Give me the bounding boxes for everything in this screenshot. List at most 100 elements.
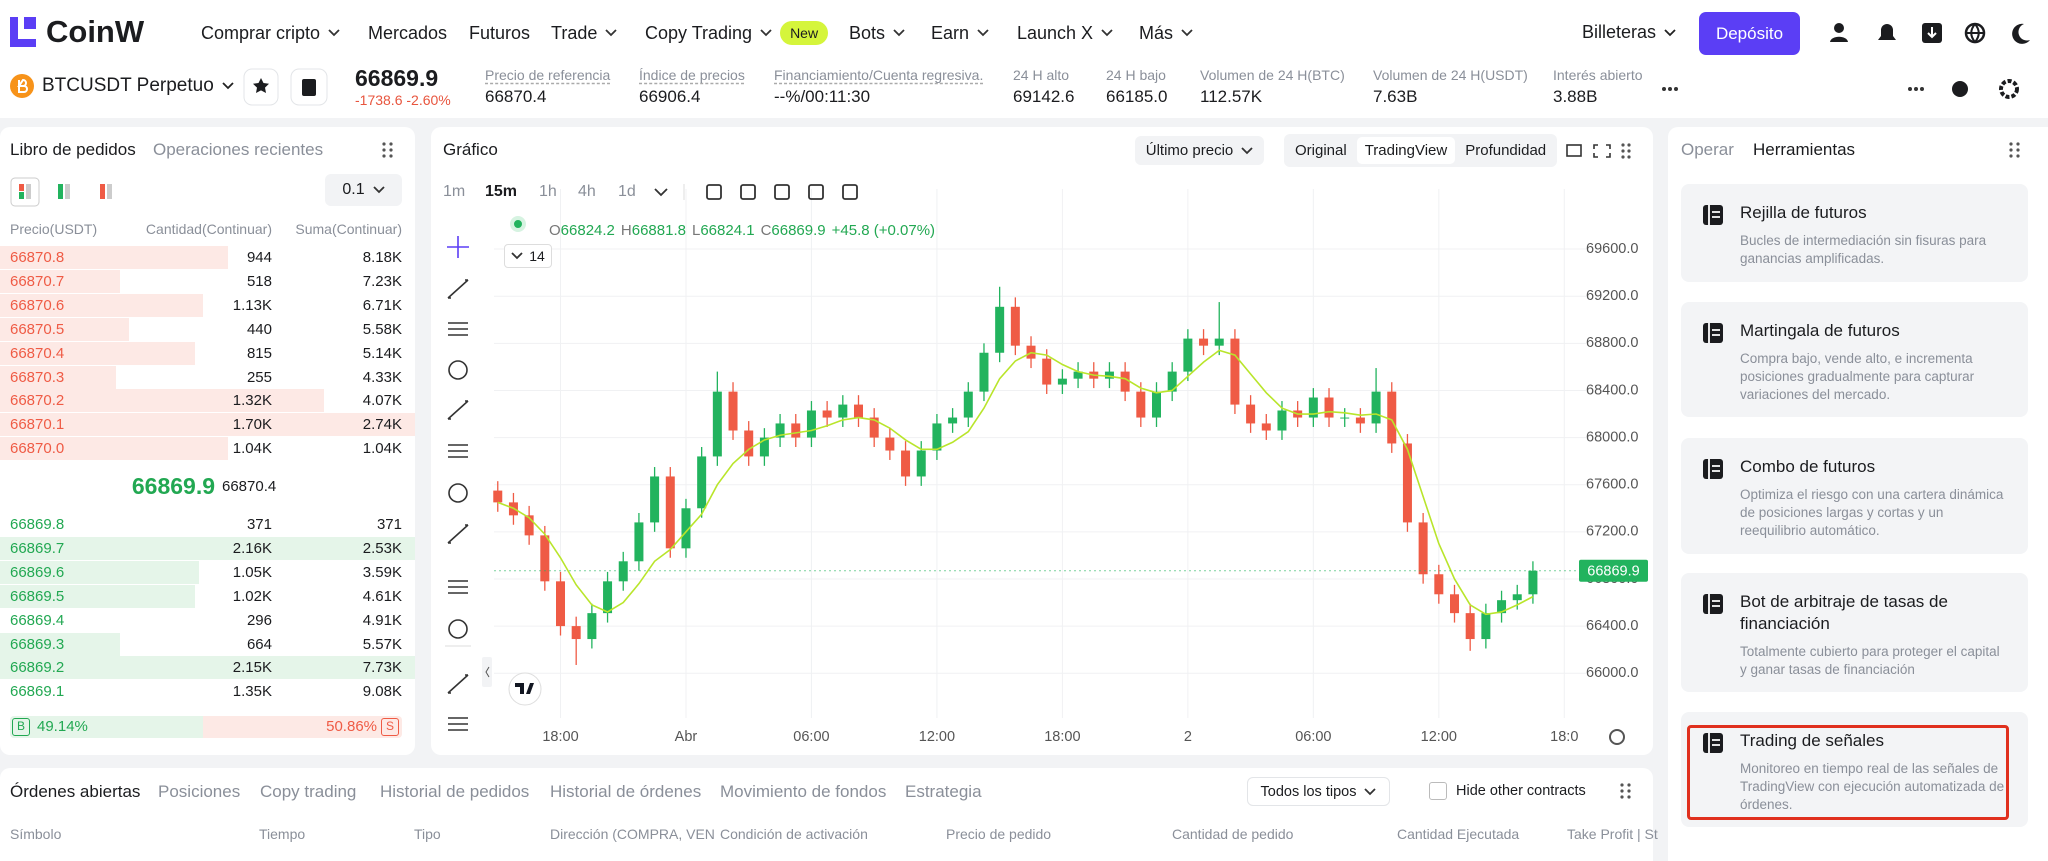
price-type-select[interactable]: Último precio — [1135, 136, 1264, 165]
candle-body — [1167, 371, 1177, 392]
nav-item[interactable]: Launch X — [1017, 20, 1113, 46]
more-dot[interactable] — [1668, 87, 1672, 91]
menu-dot[interactable] — [1908, 87, 1912, 91]
view-option[interactable]: Original — [1295, 142, 1347, 159]
wallet-menu[interactable]: Billeteras — [1582, 22, 1676, 43]
nav-item[interactable]: Más — [1139, 20, 1193, 46]
candle-body — [1308, 397, 1318, 418]
ob-price[interactable]: 66870.7 — [10, 272, 65, 290]
interval[interactable]: 1m — [443, 183, 466, 200]
view-option[interactable]: TradingView — [1356, 137, 1456, 164]
symbol-selector[interactable]: BTCUSDT Perpetuo — [42, 75, 234, 97]
menu-dot[interactable] — [1920, 87, 1924, 91]
tool-card[interactable]: Combo de futuros Optimiza el riesgo con u… — [1681, 438, 2028, 554]
chart-tools[interactable] — [648, 182, 868, 202]
ob-price[interactable]: 66869.8 — [10, 516, 65, 533]
interval[interactable]: 1d — [618, 183, 636, 200]
nav-item[interactable]: Comprar cripto — [201, 20, 340, 46]
ob-price[interactable]: 66870.3 — [10, 368, 65, 386]
ob-price[interactable]: 66870.2 — [10, 392, 65, 410]
ob-price[interactable]: 66869.3 — [10, 635, 65, 653]
hide-checkbox[interactable] — [1429, 782, 1447, 800]
orders-tab[interactable]: Historial de pedidos — [380, 782, 530, 801]
tool-icon[interactable] — [448, 580, 468, 594]
tool-icon[interactable] — [447, 236, 469, 258]
nav-icons — [1830, 22, 2030, 44]
tool-card[interactable]: Rejilla de futuros Bucles de intermediaci… — [1681, 184, 2028, 282]
candle-body — [712, 391, 722, 457]
drag-handle[interactable] — [1620, 783, 1632, 799]
chart-layout-controls[interactable] — [1562, 141, 1642, 161]
order-book-tab[interactable]: Operaciones recientes — [153, 140, 324, 159]
ob-price[interactable]: 66870.8 — [10, 249, 65, 266]
orders-tab[interactable]: Movimiento de fondos — [720, 782, 887, 801]
tool-icon[interactable] — [448, 444, 468, 458]
type-filter[interactable]: Todos los tipos — [1247, 777, 1390, 806]
more-dot[interactable] — [1662, 87, 1666, 91]
tool-card[interactable]: Martingala de futuros Compra bajo, vende … — [1681, 302, 2028, 417]
order-book-tab[interactable]: Libro de pedidos — [10, 140, 136, 159]
tool-icon[interactable] — [448, 619, 468, 639]
ob-price[interactable]: 66869.5 — [10, 587, 65, 605]
nav-item[interactable]: Futuros — [469, 20, 530, 46]
theme-icon[interactable] — [2012, 23, 2030, 44]
favorite-button[interactable] — [243, 68, 279, 106]
candle-body — [634, 522, 644, 562]
ob-price[interactable]: 66870.0 — [10, 440, 65, 458]
notes-button[interactable] — [290, 68, 328, 106]
ob-price[interactable]: 66870.5 — [10, 320, 65, 338]
ma-toggle[interactable]: 14 — [504, 244, 552, 268]
tool-card-icon — [1703, 323, 1723, 343]
ob-price[interactable]: 66870.6 — [10, 296, 65, 314]
tool-icon[interactable] — [448, 322, 468, 336]
interval[interactable]: 15m — [485, 183, 518, 200]
deposit-button[interactable]: Depósito — [1699, 12, 1800, 55]
ob-price[interactable]: 66869.1 — [10, 683, 65, 701]
more-dot[interactable] — [1674, 87, 1678, 91]
interval[interactable]: 1h — [539, 183, 557, 200]
ob-price[interactable]: 66870.4 — [10, 344, 65, 362]
column-header: Cantidad de pedido — [1172, 826, 1294, 842]
orders-tab[interactable]: Posiciones — [158, 782, 241, 801]
tool-icon[interactable] — [447, 524, 469, 544]
ob-price[interactable]: 66869.2 — [10, 659, 65, 677]
orders-tab[interactable]: Órdenes abiertas — [10, 782, 141, 801]
menu-dot[interactable] — [1914, 87, 1918, 91]
nav-item[interactable]: Trade — [551, 20, 617, 46]
tool-card[interactable]: Bot de arbitraje de tasas de financiació… — [1681, 573, 2028, 692]
ob-price[interactable]: 66870.1 — [10, 416, 65, 434]
ob-price[interactable]: 66869.4 — [10, 611, 65, 629]
tool-icon[interactable] — [447, 400, 469, 420]
orders-tab[interactable]: Copy trading — [260, 782, 357, 801]
ob-price[interactable]: 66869.7 — [10, 539, 65, 557]
candle-body — [697, 456, 707, 509]
tools-tab[interactable]: Operar — [1681, 140, 1734, 159]
nav-item[interactable]: Bots — [849, 20, 905, 46]
orders-tab[interactable]: Estrategia — [905, 782, 982, 801]
drag-handle[interactable] — [2009, 142, 2021, 158]
step-select[interactable]: 0.1 — [325, 174, 402, 206]
orders-tab[interactable]: Historial de órdenes — [550, 782, 702, 801]
bell-icon[interactable] — [1878, 24, 1896, 40]
ob-price[interactable]: 66869.6 — [10, 563, 65, 581]
nav-item[interactable]: Earn — [931, 20, 989, 46]
tool-icon[interactable] — [448, 483, 468, 503]
drag-handle[interactable] — [382, 142, 394, 158]
tool-card[interactable]: Trading de señales Monitoreo en tiempo re… — [1681, 712, 2028, 827]
tool-icon[interactable] — [448, 717, 468, 731]
candle-body — [948, 417, 958, 424]
settings-icon[interactable] — [1999, 79, 2019, 99]
hint-icon[interactable] — [1952, 81, 1968, 97]
user-icon[interactable] — [1830, 36, 1848, 42]
tool-icon[interactable] — [447, 674, 469, 694]
change-abs: -1738.6 — [355, 92, 403, 108]
nav-item[interactable]: Copy Trading New — [645, 20, 829, 46]
nav-item[interactable]: Mercados — [368, 20, 447, 46]
interval[interactable]: 4h — [578, 183, 596, 200]
view-option[interactable]: Profundidad — [1465, 142, 1547, 159]
logo-text[interactable]: CoinW — [46, 14, 145, 49]
tool-icon[interactable] — [448, 360, 468, 380]
user-icon[interactable] — [1834, 23, 1844, 33]
tool-icon[interactable] — [447, 279, 469, 299]
tools-tab[interactable]: Herramientas — [1753, 140, 1856, 159]
